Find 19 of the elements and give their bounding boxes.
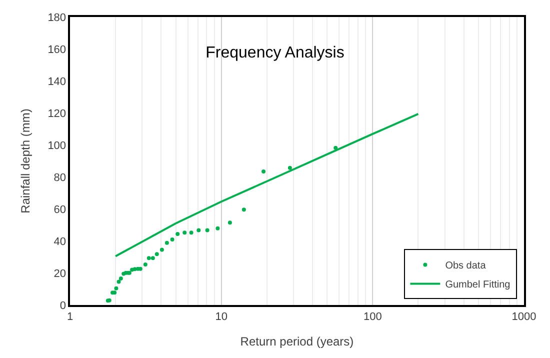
y-tick-label: 40	[54, 236, 66, 248]
legend-label: Obs data	[445, 260, 486, 272]
x-axis-title: Return period (years)	[240, 334, 354, 348]
y-axis-title: Rainfall depth (mm)	[18, 108, 32, 214]
x-tick-label: 10	[215, 310, 228, 323]
y-tick-label: 160	[48, 44, 66, 56]
y-tick-label: 60	[54, 204, 66, 216]
y-tick-label: 120	[48, 108, 66, 120]
text: Frequency Analysis	[206, 44, 344, 62]
x-tick-label: 100	[363, 310, 382, 323]
y-tick-label: 100	[48, 140, 66, 152]
y-tick-label: 180	[48, 12, 66, 24]
y-tick-label: 140	[48, 76, 66, 88]
y-tick-label: 80	[54, 172, 66, 184]
y-tick-label: 20	[54, 268, 66, 280]
y-tick-label: 0	[60, 300, 66, 312]
legend-label: Gumbel Fitting	[445, 280, 510, 291]
x-tick-label: 1	[66, 310, 74, 323]
x-tick-label: 1000	[512, 310, 536, 323]
